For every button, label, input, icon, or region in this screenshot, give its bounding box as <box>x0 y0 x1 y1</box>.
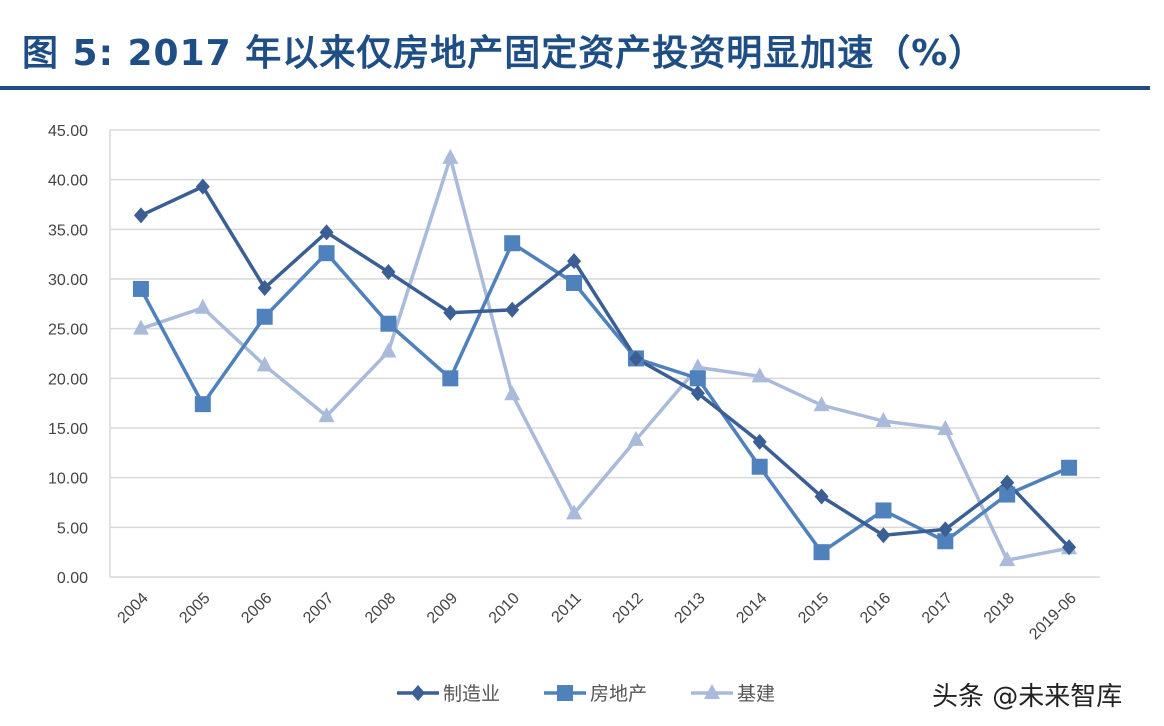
figure-title: 图 5: 2017 年以来仅房地产固定资产投资明显加速（%） <box>22 33 986 74</box>
x-tick-label: 2017 <box>919 590 956 627</box>
data-point-square <box>689 370 706 387</box>
x-tick-label: 2011 <box>549 590 585 626</box>
data-point-square <box>380 315 397 332</box>
x-tick-label: 2015 <box>795 590 832 627</box>
data-point-diamond <box>752 433 767 450</box>
data-point-square <box>751 458 768 475</box>
data-point-triangle <box>751 367 768 383</box>
data-point-square <box>999 486 1016 503</box>
data-point-triangle <box>442 148 459 164</box>
data-point-square <box>557 685 573 701</box>
data-point-diamond <box>319 224 334 241</box>
y-tick-label: 20.00 <box>48 371 88 388</box>
data-point-diamond <box>628 350 643 367</box>
data-point-triangle <box>689 358 706 374</box>
data-point-diamond <box>195 178 210 195</box>
y-tick-label: 5.00 <box>57 520 88 537</box>
x-tick-label: 2008 <box>362 590 399 627</box>
x-tick-label: 2013 <box>671 590 708 627</box>
data-point-square <box>442 370 459 387</box>
data-point-diamond <box>443 304 458 321</box>
y-tick-label: 45.00 <box>48 123 88 140</box>
data-point-diamond <box>567 253 582 270</box>
data-point-diamond <box>1000 474 1015 491</box>
watermark: 头条 @未来智库 <box>932 682 1123 712</box>
x-tick-label: 2019-06 <box>1026 590 1080 644</box>
series-line-square <box>139 240 1070 555</box>
y-tick-label: 35.00 <box>48 222 88 239</box>
data-point-triangle <box>566 504 583 520</box>
data-point-triangle <box>704 684 720 699</box>
x-tick-label: 2014 <box>733 590 770 627</box>
data-point-square <box>256 308 273 325</box>
data-point-square <box>318 245 335 262</box>
data-point-diamond <box>938 521 953 538</box>
data-point-triangle <box>132 319 149 335</box>
y-tick-label: 0.00 <box>57 570 88 587</box>
y-tick-label: 25.00 <box>48 322 88 339</box>
x-tick-label: 2010 <box>486 590 523 627</box>
data-point-square <box>194 396 211 413</box>
x-tick-label: 2005 <box>176 590 213 627</box>
x-tick-label: 2012 <box>610 590 647 627</box>
data-point-diamond <box>876 527 891 544</box>
data-point-triangle <box>813 396 830 412</box>
data-point-triangle <box>194 298 211 314</box>
data-point-diamond <box>411 685 425 701</box>
x-tick-label: 2006 <box>238 590 275 627</box>
y-tick-label: 30.00 <box>48 272 88 289</box>
data-point-triangle <box>380 342 397 358</box>
title-divider <box>0 86 1150 90</box>
y-tick-label: 15.00 <box>48 421 88 438</box>
data-point-square <box>504 235 521 252</box>
x-tick-label: 2018 <box>981 590 1018 627</box>
data-point-diamond <box>133 207 148 224</box>
data-point-triangle <box>504 385 521 401</box>
y-tick-label: 10.00 <box>48 471 88 488</box>
data-point-diamond <box>257 279 272 296</box>
data-point-triangle <box>875 412 892 428</box>
data-point-square <box>937 533 954 550</box>
data-point-triangle <box>318 407 335 423</box>
data-point-square <box>1061 459 1078 476</box>
data-point-triangle <box>999 551 1016 567</box>
y-tick-label: 40.00 <box>48 173 88 190</box>
legend-label: 房地产 <box>590 683 647 705</box>
data-point-triangle <box>937 419 954 435</box>
data-point-diamond <box>1062 539 1077 556</box>
data-point-diamond <box>814 488 829 505</box>
data-point-square <box>132 280 149 297</box>
x-tick-label: 2007 <box>300 590 337 627</box>
data-point-triangle <box>256 356 273 372</box>
series-line-diamond <box>140 184 1071 549</box>
data-point-diamond <box>505 301 520 318</box>
legend-label: 基建 <box>737 683 775 705</box>
data-point-triangle <box>627 430 644 446</box>
x-tick-label: 2016 <box>857 590 894 627</box>
data-point-square <box>813 544 830 561</box>
data-point-square <box>566 274 583 291</box>
x-tick-label: 2004 <box>115 590 152 627</box>
data-point-diamond <box>381 264 396 281</box>
x-tick-label: 2009 <box>424 590 461 627</box>
data-point-square <box>875 502 892 519</box>
series-line-triangle <box>140 151 1070 563</box>
data-point-diamond <box>690 385 705 402</box>
legend-label: 制造业 <box>443 683 500 705</box>
